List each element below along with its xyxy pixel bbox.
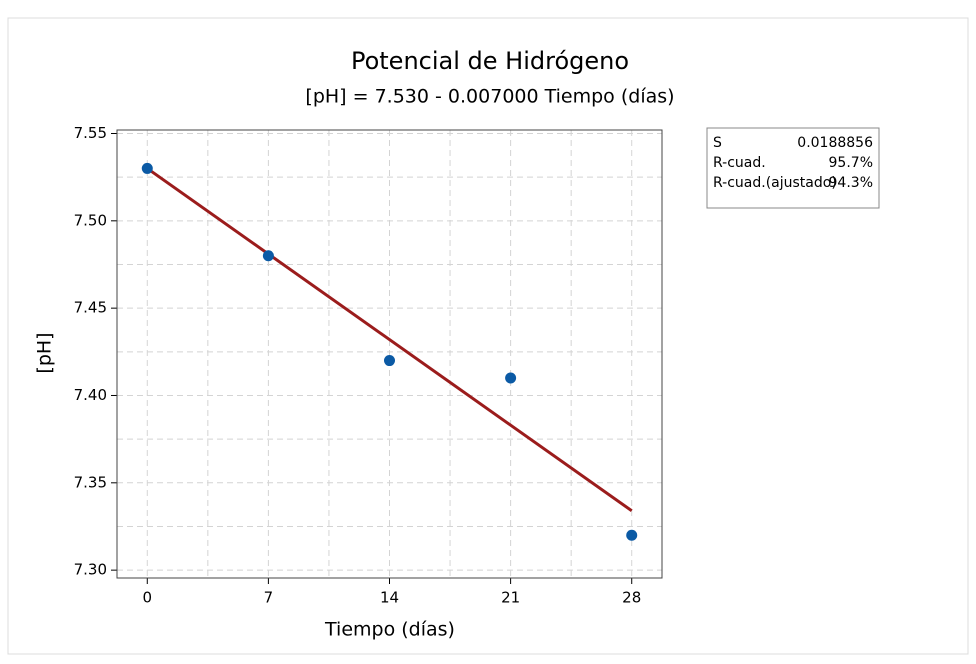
y-tick-label: 7.55: [74, 124, 107, 142]
stat-value: 95.7%: [829, 155, 873, 171]
y-tick-label: 7.30: [74, 561, 107, 579]
stat-label: S: [713, 135, 722, 151]
stats-box: [706, 127, 880, 209]
y-tick-label: 7.35: [74, 473, 107, 491]
point: [384, 355, 395, 367]
point: [141, 162, 153, 174]
stat-value: 0.0188856: [797, 135, 873, 151]
frame: [7, 17, 969, 655]
plot-area: [116, 129, 663, 579]
stat-label: R-cuad.: [713, 155, 766, 171]
chart-subtitle: [pH] = 7.530 - 0.007000 Tiempo (días): [305, 86, 674, 108]
x-tick-label: 14: [380, 589, 399, 607]
point: [262, 250, 274, 262]
y-tick-label: 7.45: [74, 299, 107, 317]
x-tick-label: 7: [264, 589, 274, 607]
y-axis-label: [pH]: [34, 332, 56, 373]
x-tick-label: 0: [143, 589, 153, 607]
fit-line: [146, 167, 633, 512]
x-tick-label: 21: [501, 589, 520, 607]
point: [505, 372, 517, 384]
x-tick-label: 28: [622, 589, 641, 607]
y-tick-label: 7.50: [74, 211, 107, 229]
point: [626, 529, 638, 541]
stat-label: R-cuad.(ajustado): [713, 175, 837, 191]
chart-title: Potencial de Hidrógeno: [351, 47, 629, 75]
stat-value: 94.3%: [829, 175, 873, 191]
y-tick-label: 7.40: [74, 386, 107, 404]
x-axis-label: Tiempo (días): [324, 619, 455, 641]
